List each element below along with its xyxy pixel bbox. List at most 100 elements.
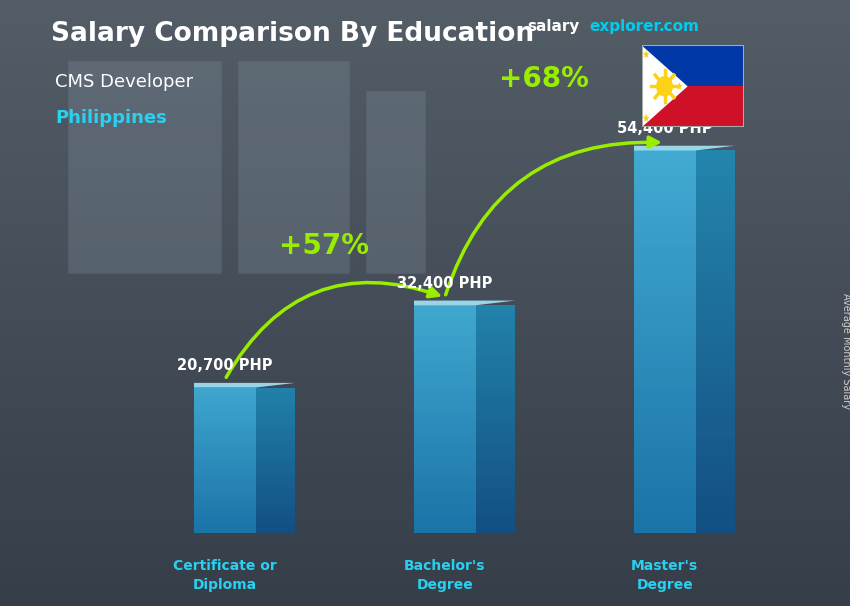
Bar — [476, 366, 515, 370]
Bar — [634, 418, 695, 425]
FancyArrowPatch shape — [445, 137, 658, 295]
Bar — [0, 242, 850, 248]
Bar — [695, 336, 735, 342]
Bar — [256, 492, 295, 494]
Bar — [256, 494, 295, 497]
Bar — [194, 475, 256, 478]
Bar — [0, 424, 850, 430]
Bar — [634, 201, 695, 208]
Bar — [414, 321, 476, 324]
Bar — [634, 336, 695, 342]
Bar — [0, 394, 850, 400]
Bar — [476, 488, 515, 491]
Bar — [695, 425, 735, 431]
Bar — [194, 499, 256, 502]
Bar — [414, 366, 476, 370]
FancyBboxPatch shape — [640, 44, 745, 129]
Bar — [0, 30, 850, 36]
Bar — [695, 253, 735, 259]
Bar — [194, 502, 256, 504]
Bar — [414, 370, 476, 374]
Bar — [0, 564, 850, 570]
Bar — [256, 504, 295, 507]
Bar — [0, 145, 850, 152]
Text: .com: .com — [659, 19, 700, 35]
Bar — [695, 163, 735, 170]
Bar — [414, 336, 476, 339]
Bar — [634, 457, 695, 463]
Bar — [0, 430, 850, 436]
Polygon shape — [643, 114, 649, 122]
Bar — [0, 61, 850, 67]
Bar — [634, 514, 695, 521]
Bar — [256, 487, 295, 490]
Bar — [695, 521, 735, 527]
Bar — [0, 406, 850, 412]
Bar — [194, 453, 256, 456]
Bar — [256, 410, 295, 412]
Bar — [194, 405, 256, 407]
Bar — [414, 419, 476, 423]
Bar — [695, 501, 735, 508]
Bar — [256, 393, 295, 395]
Bar — [414, 491, 476, 495]
Bar — [695, 355, 735, 361]
Bar — [695, 348, 735, 355]
Bar — [194, 393, 256, 395]
Bar — [695, 195, 735, 201]
Bar — [0, 461, 850, 467]
Bar — [414, 484, 476, 488]
Bar — [256, 509, 295, 511]
Bar — [476, 404, 515, 408]
Bar — [256, 412, 295, 415]
Bar — [0, 261, 850, 267]
Bar — [0, 55, 850, 61]
Bar — [414, 438, 476, 442]
Bar — [695, 157, 735, 163]
Bar — [0, 539, 850, 545]
Bar — [0, 224, 850, 230]
Bar — [634, 291, 695, 297]
Bar — [194, 511, 256, 514]
Text: Salary Comparison By Education: Salary Comparison By Education — [51, 21, 534, 47]
Bar — [634, 482, 695, 488]
Polygon shape — [414, 301, 515, 305]
Bar — [0, 279, 850, 285]
Text: 32,400 PHP: 32,400 PHP — [397, 276, 492, 291]
Bar — [0, 333, 850, 339]
Bar — [0, 218, 850, 224]
Bar — [194, 521, 256, 524]
Bar — [0, 194, 850, 200]
Bar — [476, 313, 515, 317]
Bar — [256, 434, 295, 436]
Bar — [0, 436, 850, 442]
Bar — [695, 201, 735, 208]
Bar — [256, 448, 295, 451]
Bar — [194, 485, 256, 487]
Text: CMS Developer: CMS Developer — [55, 73, 193, 91]
Bar — [194, 492, 256, 494]
Bar — [414, 393, 476, 396]
Bar — [256, 473, 295, 475]
Bar — [634, 405, 695, 412]
Bar — [634, 361, 695, 367]
Bar — [0, 309, 850, 315]
Bar — [0, 97, 850, 103]
Bar — [414, 431, 476, 435]
Bar — [0, 73, 850, 79]
Bar — [695, 482, 735, 488]
Bar — [256, 429, 295, 431]
Bar — [634, 253, 695, 259]
Bar — [695, 150, 735, 157]
Bar — [476, 465, 515, 468]
Bar — [256, 456, 295, 458]
Text: 20,700 PHP: 20,700 PHP — [177, 358, 273, 373]
Bar — [695, 259, 735, 265]
Bar — [634, 444, 695, 450]
Bar — [414, 317, 476, 321]
Bar — [194, 504, 256, 507]
Bar — [256, 405, 295, 407]
Bar — [0, 588, 850, 594]
Bar — [634, 501, 695, 508]
Bar — [194, 439, 256, 441]
